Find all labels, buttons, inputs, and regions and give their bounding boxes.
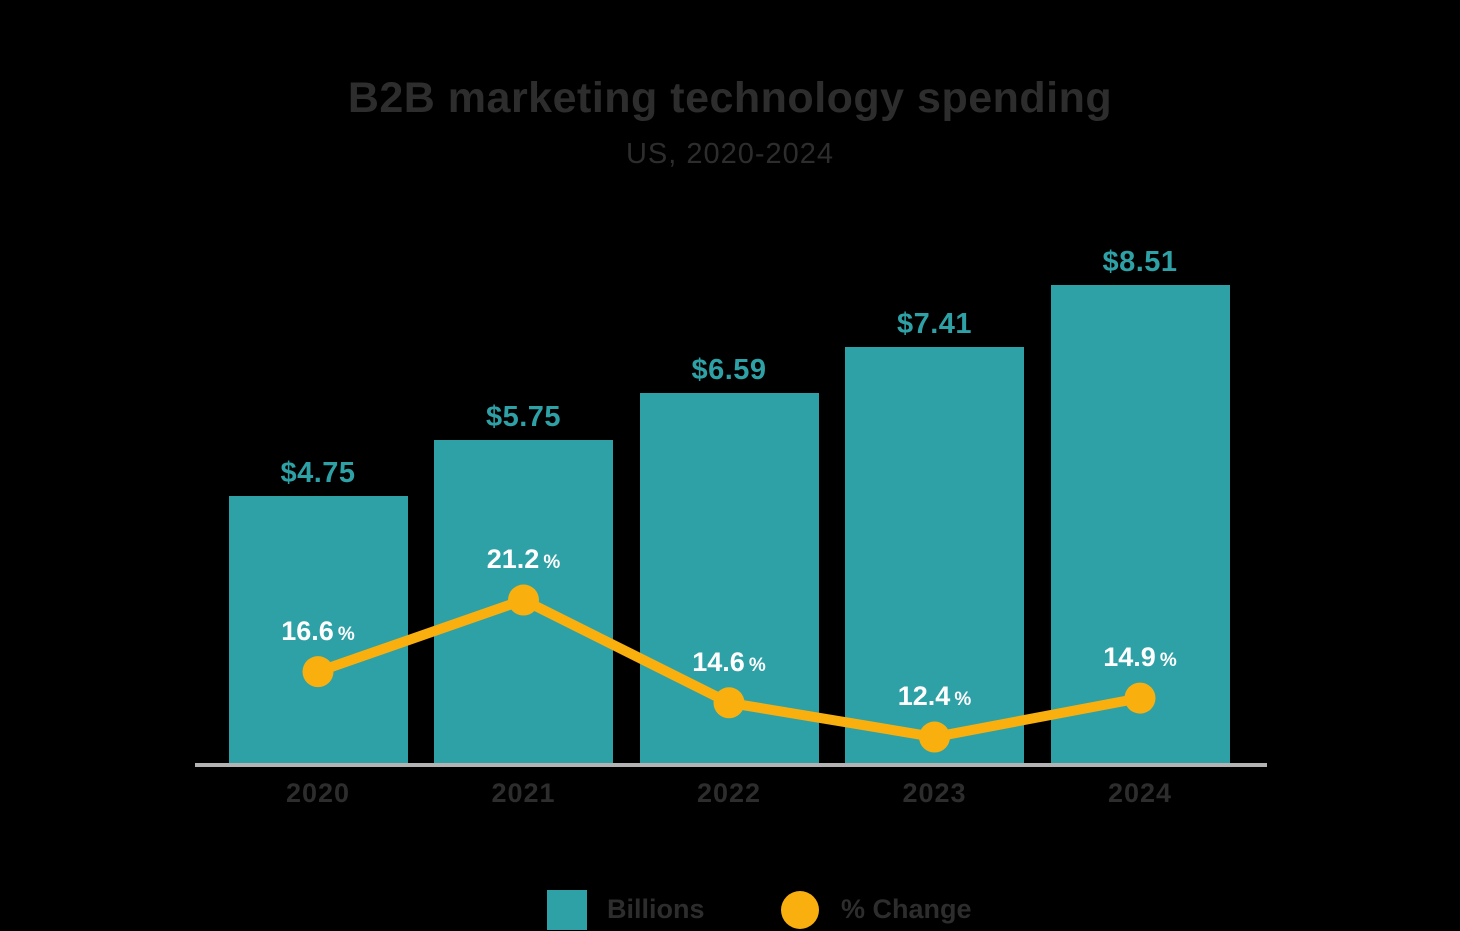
legend-billions-label: Billions [607, 894, 705, 924]
legend-pct-change-swatch-icon [781, 891, 819, 929]
bar-2021 [434, 440, 613, 763]
x-axis-label-2024: 2024 [1107, 778, 1173, 808]
bar-2024 [1050, 285, 1230, 763]
legend-billions-swatch-icon [547, 890, 587, 930]
x-axis-line [195, 763, 1267, 767]
legend: Billions % Change [0, 888, 1460, 931]
bar-value-label-2021: $5.75 [485, 401, 562, 433]
x-axis-label-2023: 2023 [902, 778, 967, 808]
bar-value-label-2022: $6.59 [691, 354, 767, 386]
pct-label-2020: 16.6% [208, 615, 428, 651]
bar-value-label-2023: $7.41 [896, 308, 973, 340]
pct-value: 14.9 [1103, 642, 1156, 673]
x-axis-label-2022: 2022 [696, 778, 762, 808]
bar-2022 [639, 393, 819, 763]
percent-sign: % [1159, 650, 1177, 672]
percent-sign: % [954, 689, 972, 711]
chart-title: B2B marketing technology spending [347, 74, 1113, 122]
bar-value-label-2024: $8.51 [1102, 246, 1178, 278]
pct-label-2021: 21.2% [414, 543, 634, 579]
percent-sign: % [748, 654, 766, 676]
pct-value: 14.6 [692, 646, 745, 677]
pct-label-2022: 14.6% [619, 646, 839, 682]
x-axis-label-2021: 2021 [491, 778, 556, 808]
pct-label-2023: 12.4% [825, 680, 1045, 716]
percent-sign: % [543, 552, 561, 574]
pct-value: 12.4 [897, 681, 951, 712]
pct-value: 21.2 [486, 544, 540, 575]
chart-subtitle: US, 2020-2024 [625, 138, 835, 170]
x-axis-label-2020: 2020 [285, 778, 351, 808]
legend-pct-change-label: % Change [841, 894, 972, 924]
percent-sign: % [337, 623, 355, 645]
pct-label-2024: 14.9% [1030, 641, 1250, 677]
bar-value-label-2020: $4.75 [280, 457, 356, 489]
pct-value: 16.6 [281, 615, 334, 646]
